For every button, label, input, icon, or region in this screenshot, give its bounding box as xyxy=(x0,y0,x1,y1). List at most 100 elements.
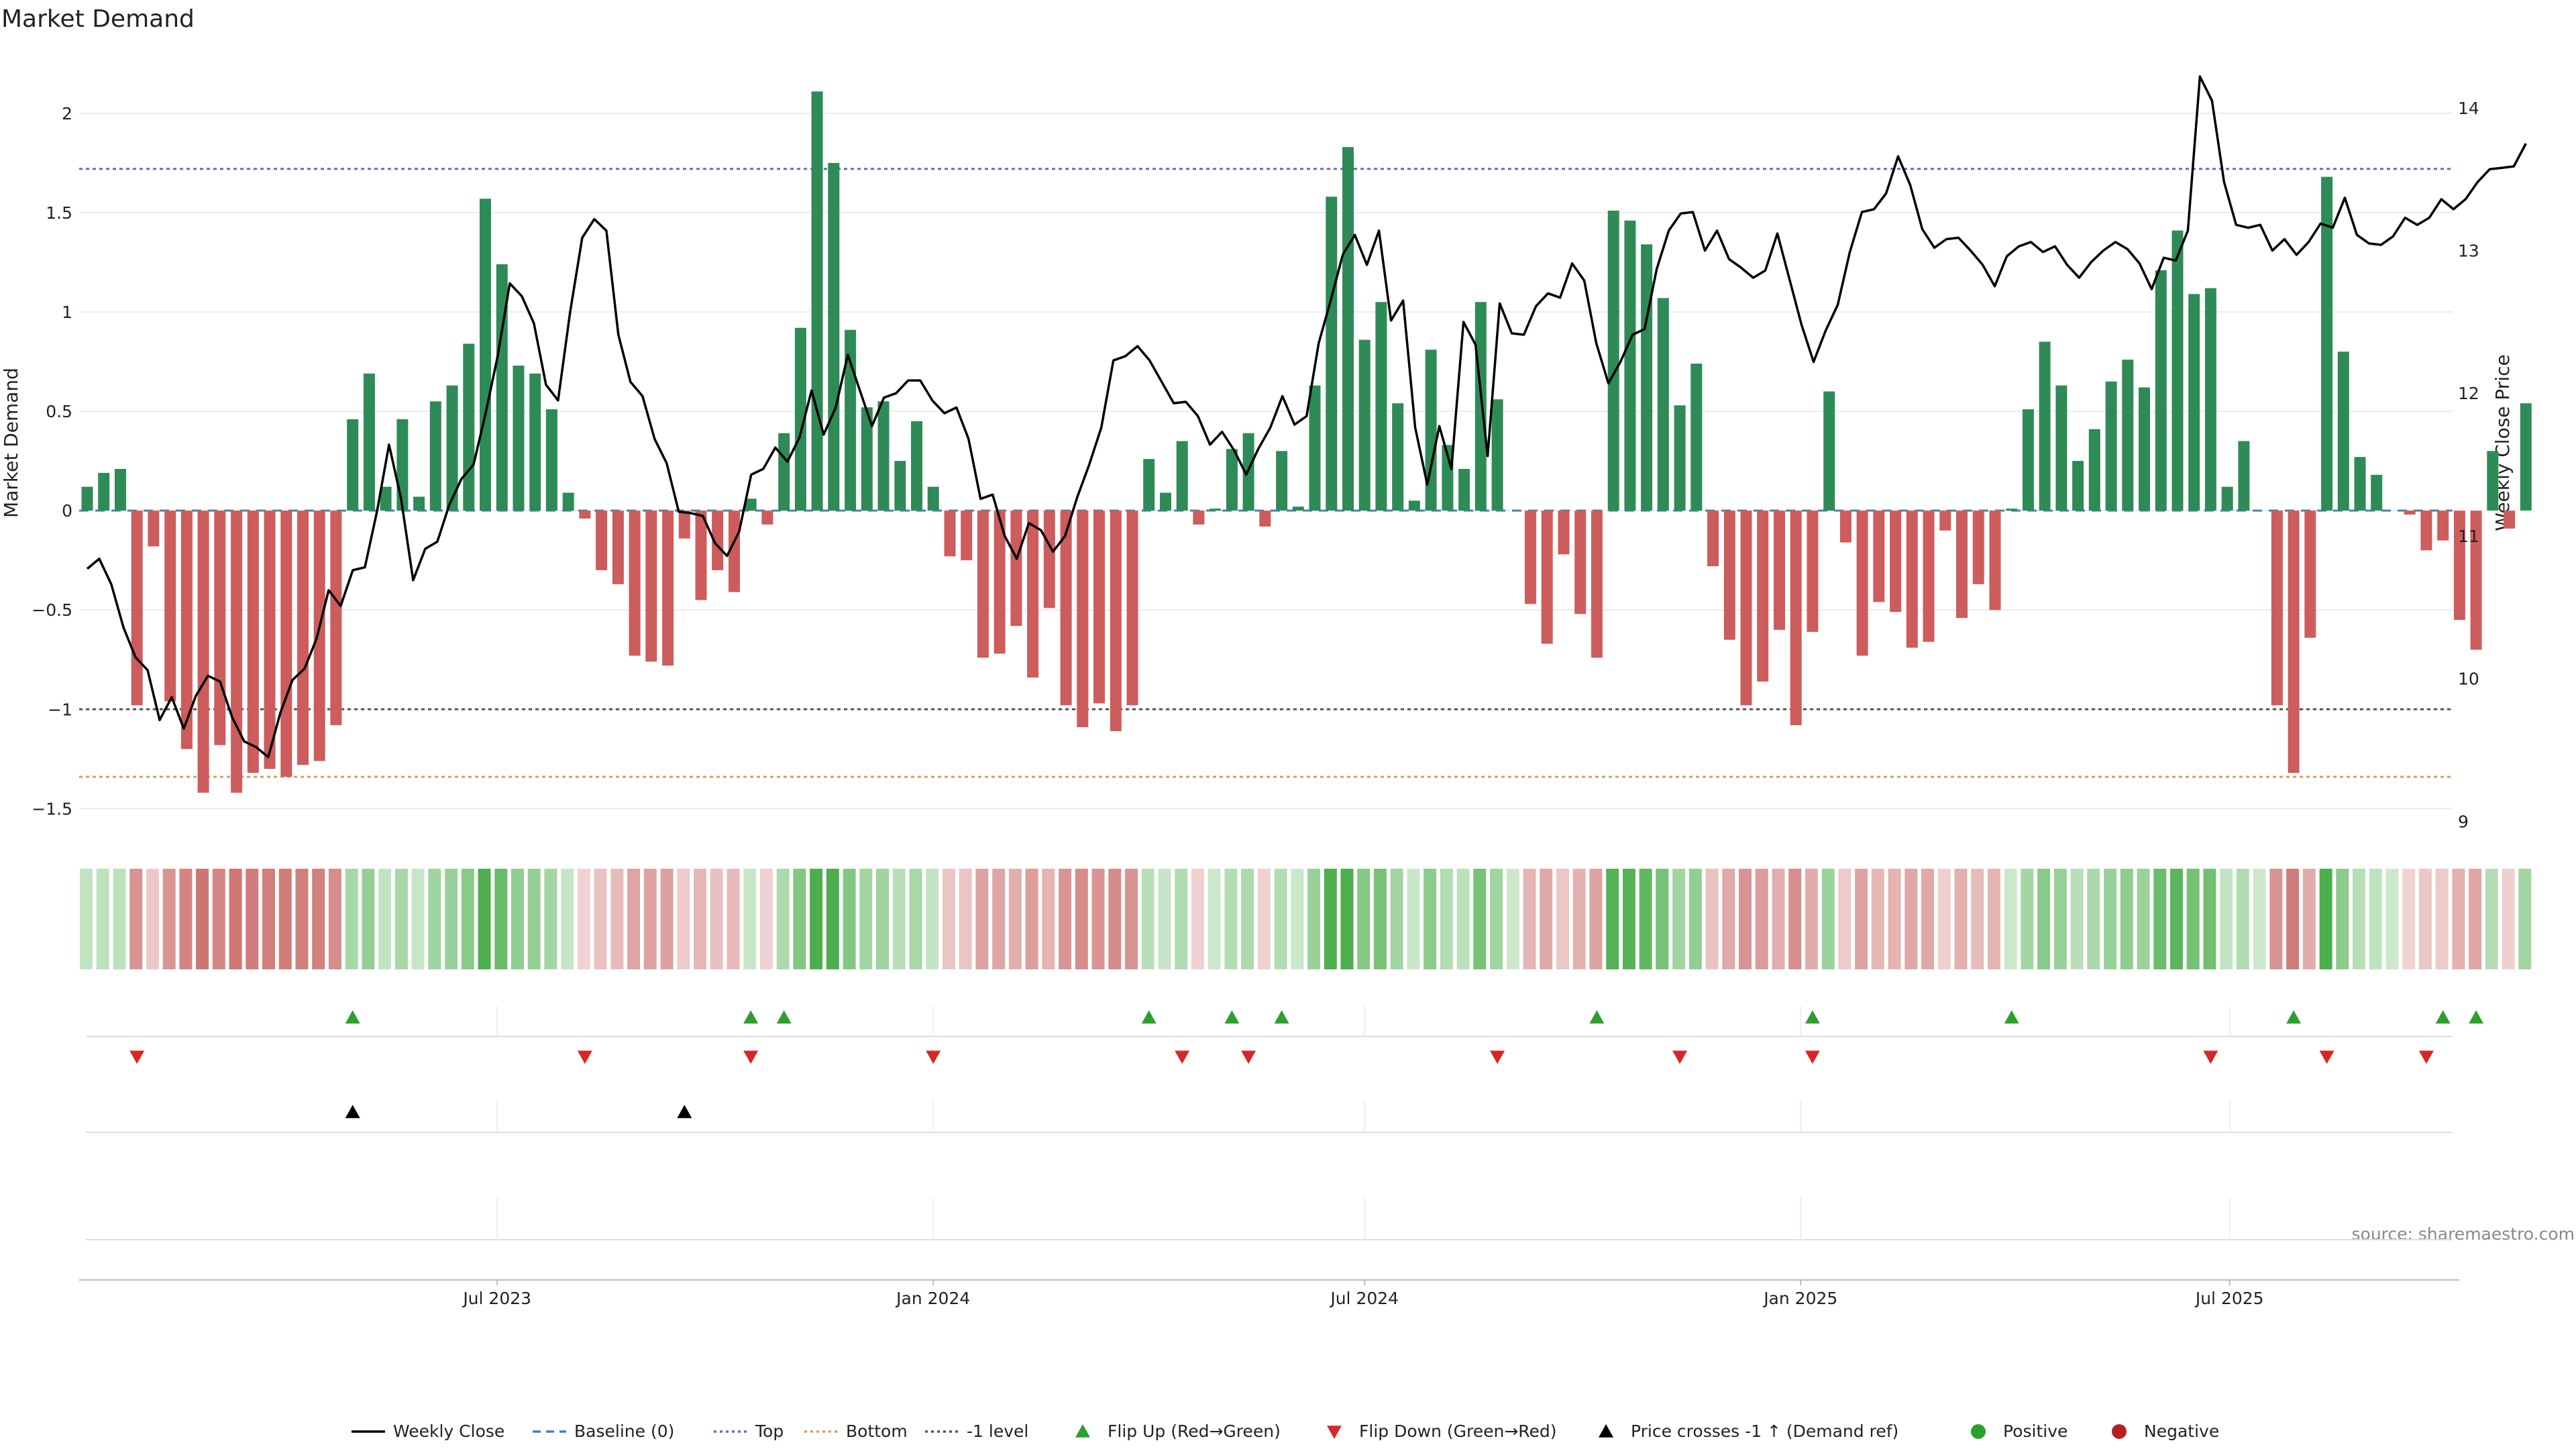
demand-bar xyxy=(2022,409,2034,511)
flip-up-marker xyxy=(2286,1010,2302,1024)
strip-cell xyxy=(1340,869,1354,969)
strip-cell xyxy=(2402,869,2416,969)
strip-cell xyxy=(1838,869,1851,969)
strip-cell xyxy=(1025,869,1038,969)
demand-bar xyxy=(2271,511,2283,706)
strip-cell xyxy=(2385,869,2399,969)
strip-cell xyxy=(627,869,641,969)
strip-cell xyxy=(1390,869,1403,969)
demand-bar xyxy=(1309,385,1321,511)
legend-swatch xyxy=(1971,1424,1986,1439)
strip-cell xyxy=(96,869,109,969)
demand-bar xyxy=(2487,451,2499,511)
strip-cell xyxy=(2087,869,2100,969)
legend-item: Negative xyxy=(2112,1421,2219,1441)
demand-bar xyxy=(1027,511,1039,678)
demand-bar xyxy=(1408,500,1420,511)
chart-title: Market Demand xyxy=(1,5,195,33)
strip-cell xyxy=(1108,869,1122,969)
demand-bar xyxy=(629,511,641,656)
strip-cell xyxy=(196,869,209,969)
y2-tick-label: 9 xyxy=(2458,812,2469,831)
y2-tick-label: 11 xyxy=(2458,527,2479,546)
demand-bar xyxy=(2437,511,2449,541)
strip-cell xyxy=(1572,869,1586,969)
legend-item: Baseline (0) xyxy=(533,1421,674,1441)
flip-up-marker xyxy=(743,1010,759,1024)
strip-cell xyxy=(1075,869,1088,969)
demand-bar xyxy=(2304,511,2316,638)
demand-bar xyxy=(877,401,890,511)
strip-cell xyxy=(1141,869,1155,969)
strip-cell xyxy=(2153,869,2167,969)
demand-bar xyxy=(1077,511,1089,727)
legend-label: Price crosses -1 ↑ (Demand ref) xyxy=(1631,1421,1898,1441)
demand-bar xyxy=(1326,197,1338,511)
demand-bar xyxy=(1839,511,1851,543)
demand-bar xyxy=(695,511,707,600)
legend-label: Bottom xyxy=(846,1421,908,1441)
demand-bar xyxy=(1193,511,1205,525)
demand-bar xyxy=(1757,511,1769,682)
strip-cell xyxy=(2203,869,2216,969)
demand-bar xyxy=(1010,511,1022,626)
demand-bar xyxy=(115,469,126,511)
demand-bar xyxy=(1176,441,1188,511)
demand-bar xyxy=(1375,302,1387,511)
strip-cell xyxy=(2104,869,2117,969)
demand-bar xyxy=(1126,511,1138,706)
demand-bar xyxy=(662,511,674,666)
legend-label: Baseline (0) xyxy=(574,1421,674,1441)
strip-cell xyxy=(1556,869,1569,969)
strip-cell xyxy=(2469,869,2482,969)
demand-bar xyxy=(1690,364,1703,511)
strip-cell xyxy=(959,869,972,969)
strip-cell xyxy=(677,869,690,969)
demand-bar xyxy=(1226,449,1238,511)
demand-bar xyxy=(1790,511,1802,725)
demand-bar xyxy=(1425,350,1437,511)
demand-bar xyxy=(1342,147,1354,511)
strip-cell xyxy=(1937,869,1951,969)
legend-item: Price crosses -1 ↑ (Demand ref) xyxy=(1599,1421,1898,1441)
legend-item: Top xyxy=(714,1421,784,1441)
demand-bar xyxy=(828,162,840,511)
strip-cell xyxy=(262,869,275,969)
strip-cell xyxy=(378,869,392,969)
demand-bar xyxy=(911,421,922,511)
strip-cell xyxy=(1175,869,1188,969)
demand-bar xyxy=(2122,360,2134,511)
demand-bar xyxy=(1956,511,1968,619)
flip-up-marker xyxy=(345,1010,360,1024)
strip-cell xyxy=(2353,869,2365,969)
demand-bar xyxy=(1043,511,1055,608)
demand-bar xyxy=(2504,511,2516,529)
demand-bar xyxy=(1989,511,2001,610)
y-tick-label: −1 xyxy=(48,700,72,719)
strip-cell xyxy=(1224,869,1238,969)
legend-label: Positive xyxy=(2003,1421,2068,1441)
y-axis-ticks: 2 1.5 1 0.5 0 −0.5 −1 −1.5 xyxy=(32,104,72,819)
strip-cell xyxy=(2004,869,2017,969)
strip-cell xyxy=(146,869,159,969)
demand-bar xyxy=(280,511,292,777)
demand-bar xyxy=(231,511,243,793)
demand-bar xyxy=(2171,230,2184,511)
legend-label: Weekly Close xyxy=(393,1421,504,1441)
y-tick-label: 0 xyxy=(62,501,72,521)
demand-bar xyxy=(2105,381,2117,511)
demand-bar xyxy=(2470,511,2482,650)
strip-cell xyxy=(1456,869,1470,969)
y-tick-label: −1.5 xyxy=(32,799,72,818)
strip-cell xyxy=(1125,869,1138,969)
strip-cell xyxy=(1988,869,2000,969)
flip-up-marker xyxy=(1224,1010,1240,1024)
cross-marker xyxy=(677,1105,692,1118)
strip-cell xyxy=(1424,869,1437,969)
weekly-close-line xyxy=(86,75,2527,759)
x-tick-label: Jul 2023 xyxy=(462,1289,531,1308)
demand-bar xyxy=(994,511,1006,654)
demand-bar xyxy=(2072,461,2084,511)
strip-cell xyxy=(1722,869,1735,969)
strip-cell xyxy=(411,869,425,969)
